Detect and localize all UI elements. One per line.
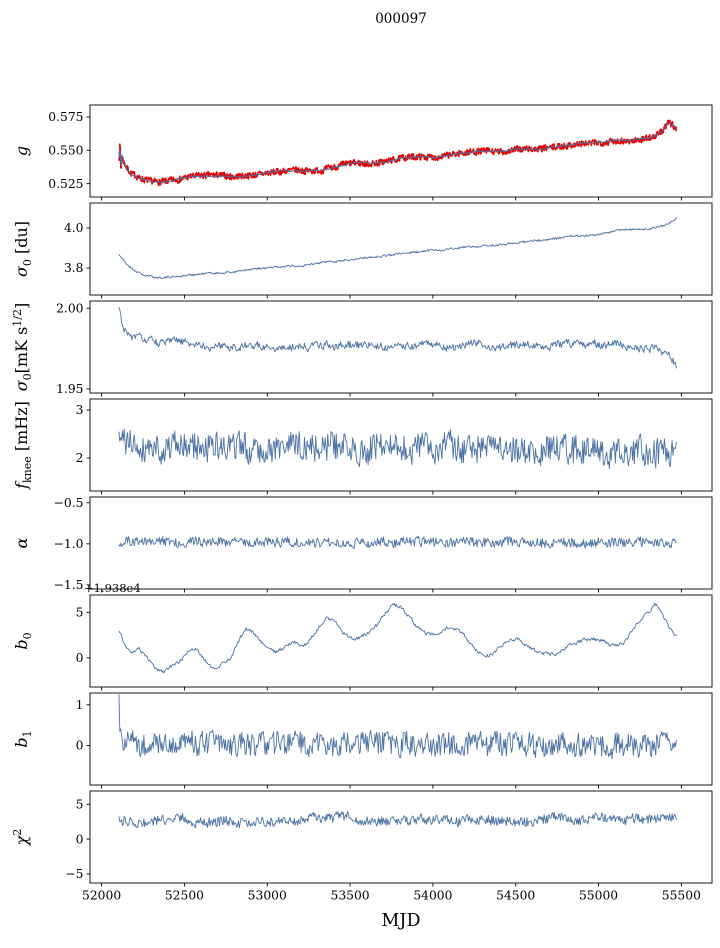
x-tick-label: 52500 — [165, 889, 204, 903]
series-g-smooth — [118, 122, 677, 184]
x-tick-label: 55500 — [662, 889, 701, 903]
axes-frame-b0 — [89, 594, 713, 688]
panel-g: 0.525 0.550 0.575 g — [12, 104, 713, 201]
y-axis-label-sigma0-du: σ0 [du] — [12, 221, 34, 277]
y-tick-label: 2.00 — [56, 301, 83, 315]
x-tick-label: 52000 — [82, 889, 121, 903]
panel-sigma0-mks: 1.95 2.00 σ0[mK s1/2] — [11, 300, 713, 397]
series-g-raw — [118, 119, 678, 187]
y-tick-label: −0.5 — [54, 496, 84, 510]
axes-frame-b1 — [89, 692, 713, 786]
panel-b0: 0 5 b0 +1.938e4 — [12, 581, 713, 691]
y-tick-label: 0.575 — [48, 110, 83, 124]
y-tick-label: 0.550 — [48, 144, 83, 158]
y-tick-label: 1.95 — [56, 382, 83, 396]
x-tick-label: 55000 — [579, 889, 618, 903]
axes-frame-g — [89, 104, 713, 198]
panel-chi2: −5 0 5 52000 52500 53000 53500 54000 54500 55000 5… — [11, 790, 713, 903]
y-tick-label: 0.525 — [48, 177, 83, 191]
x-tick-label: 53500 — [331, 889, 370, 903]
series-sigma0-mks — [118, 307, 677, 369]
axes-frame-sigma0-du — [89, 202, 713, 296]
x-tick-label: 54500 — [496, 889, 535, 903]
y-axis-label-b1: b1 — [12, 730, 34, 747]
series-sigma0-du — [118, 216, 677, 280]
y-tick-label: 0 — [76, 832, 84, 846]
y-tick-label: 3 — [76, 403, 84, 417]
y-tick-label: 5 — [76, 606, 84, 620]
y-tick-label: 0 — [76, 651, 84, 665]
x-tick-label: 54000 — [413, 889, 452, 903]
figure-title: 000097 — [375, 11, 427, 27]
y-tick-label: 4.0 — [64, 221, 84, 235]
y-axis-label-g: g — [12, 146, 31, 156]
axes-frame-chi2 — [89, 790, 713, 884]
series-b0 — [118, 602, 677, 674]
y-axis-offset-text: +1.938e4 — [84, 581, 141, 595]
y-tick-label: 3.8 — [64, 261, 84, 275]
panels: 0.525 0.550 0.575 g 3.8 4.0 σ0 [du] 1.95 2.00 σ0[… — [11, 104, 713, 903]
panel-b1: 0 1 b1 — [12, 692, 713, 789]
y-tick-label: −5 — [65, 867, 83, 881]
y-tick-label: −1.0 — [54, 537, 84, 551]
series-b1 — [118, 694, 677, 760]
y-axis-label-chi2: χ2 — [11, 829, 31, 847]
panel-fknee: 2 3 fknee [mHz] — [12, 398, 713, 495]
series-chi2 — [118, 811, 677, 829]
axes-frame-alpha — [89, 496, 713, 590]
y-axis-label-alpha: α — [12, 537, 31, 548]
series-alpha — [118, 535, 677, 550]
axes-frame-fknee — [89, 398, 713, 492]
y-axis-label-b0: b0 — [12, 632, 34, 649]
y-axis-label-fknee: fknee [mHz] — [12, 401, 34, 490]
axes-frame-sigma0-mks — [89, 300, 713, 394]
x-axis-label: MJD — [382, 911, 421, 931]
panel-sigma0-du: 3.8 4.0 σ0 [du] — [12, 202, 713, 299]
y-tick-label: −1.5 — [54, 578, 84, 592]
y-tick-label: 2 — [76, 451, 84, 465]
x-tick-label: 53000 — [248, 889, 287, 903]
panel-alpha: −1.5 −1.0 −0.5 α — [12, 496, 713, 593]
y-tick-label: 5 — [76, 797, 84, 811]
y-axis-label-sigma0-mks: σ0[mK s1/2] — [11, 303, 34, 392]
y-tick-label: 0 — [76, 739, 84, 753]
series-fknee — [118, 428, 677, 469]
y-tick-label: 1 — [76, 698, 84, 712]
